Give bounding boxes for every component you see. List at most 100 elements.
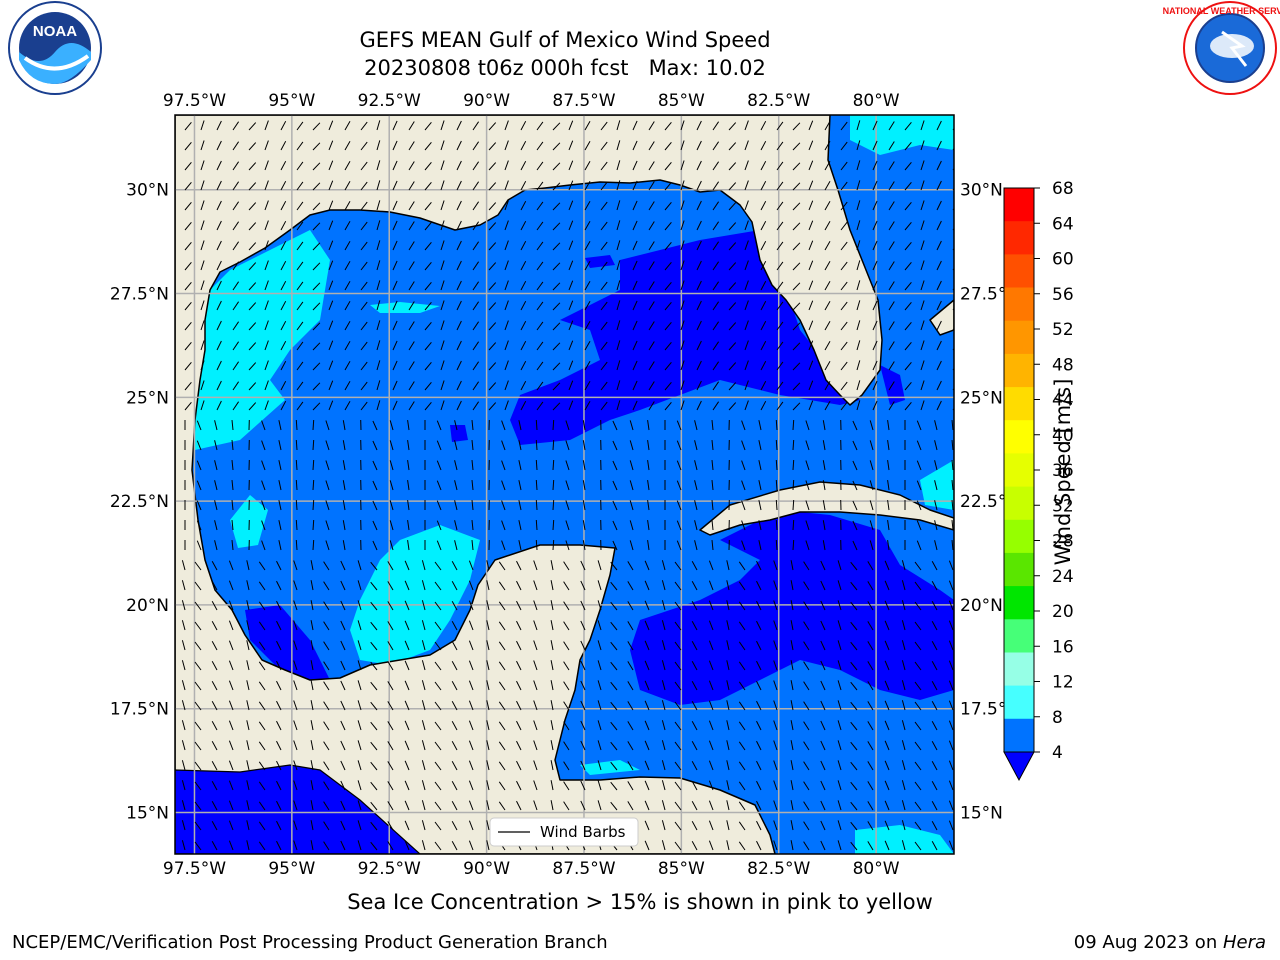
wind-barb-248: [232, 221, 240, 231]
wind-barb-1772: [310, 840, 314, 851]
wind-barb-1690: [563, 801, 570, 811]
wind-barb-792: [312, 439, 315, 451]
wind-barb-167: [504, 180, 509, 191]
nws-logo: NATIONAL WEATHER SERVICE: [1163, 1, 1280, 95]
lat-label-left-0: 30°N: [126, 181, 169, 201]
wind-barb-116: [472, 161, 480, 171]
wind-barb-1008: [629, 520, 634, 531]
wind-barb-681: [888, 381, 895, 391]
wind-barb-446: [264, 300, 269, 311]
wind-barb-294: [184, 241, 192, 251]
wind-barb-466: [584, 301, 591, 311]
wind-barb-160: [392, 180, 398, 191]
wind-barb-224: [632, 200, 638, 211]
wind-barb-1117: [803, 561, 810, 571]
wind-barb-846: [389, 460, 394, 471]
wind-barb-310: [440, 240, 445, 251]
wind-barb-921: [805, 480, 810, 491]
wind-barb-1415: [867, 681, 874, 691]
wind-barb-487: [920, 300, 925, 311]
wind-barb-932: [196, 500, 202, 511]
wind-barb-526: [760, 320, 767, 331]
wind-barb-1002: [535, 519, 538, 531]
wind-barb-1352: [644, 660, 650, 671]
wind-barb-895: [389, 480, 394, 491]
wind-barb-1613: [901, 760, 906, 771]
wind-barb-720: [728, 402, 737, 411]
wind-barb-1486: [434, 721, 442, 731]
wind-barb-1604: [756, 760, 762, 771]
wind-barb-605: [456, 360, 462, 371]
lat-label-left-6: 15°N: [126, 803, 169, 823]
wind-barb-1673: [293, 800, 298, 811]
wind-barb-688: [216, 400, 222, 411]
wind-barb-854: [518, 460, 522, 471]
ocean-south: [175, 764, 421, 854]
wind-barb-503: [392, 320, 398, 331]
wind-barb-853: [501, 460, 506, 471]
wind-barb-283: [792, 222, 801, 231]
wind-barb-566: [616, 340, 621, 351]
wind-barb-1502: [691, 721, 698, 731]
wind-barb-415: [552, 282, 561, 291]
wind-barb-787: [231, 440, 234, 451]
wind-barb-304: [344, 241, 351, 251]
wind-barb-1088: [340, 560, 346, 571]
wind-barb-896: [407, 480, 410, 491]
wind-barb-443: [216, 300, 222, 311]
wind-barb-1317: [867, 641, 874, 651]
wind-barb-873: [822, 460, 826, 471]
wind-barb-1647: [661, 780, 666, 791]
wind-barb-704: [472, 401, 480, 411]
wind-barb-468: [616, 300, 621, 311]
wind-barb-968: [775, 499, 778, 511]
wind-barb-1780: [434, 841, 442, 851]
wind-barb-315: [520, 240, 527, 251]
wind-barb-480: [808, 300, 814, 311]
lon-label-top-1: 95°W: [268, 91, 315, 111]
colorbar-segment-3: [1004, 287, 1034, 322]
wind-barb-490: [184, 321, 192, 331]
wind-barb-634: [920, 360, 925, 371]
wind-barb-107: [328, 160, 334, 171]
wind-barb-1542: [550, 740, 554, 751]
wind-barb-1798: [726, 840, 730, 851]
wind-barb-1213: [773, 600, 778, 611]
wind-barb-1461: [820, 700, 826, 711]
wind-barb-323: [648, 241, 655, 251]
wind-barb-647: [344, 381, 351, 391]
wind-barb-820: [758, 440, 762, 451]
wind-barb-1412: [820, 680, 826, 691]
wind-barb-697: [360, 401, 368, 411]
wind-barb-108: [344, 161, 351, 171]
wind-barb-378: [744, 260, 749, 271]
wind-barb-508: [472, 321, 480, 331]
wind-barb-106: [312, 162, 321, 171]
wind-barb-86: [776, 141, 784, 151]
wind-barb-74: [584, 141, 591, 151]
wind-barb-1725: [340, 820, 346, 831]
wind-barb-1436: [421, 700, 426, 711]
wind-barb-180: [712, 181, 720, 191]
wind-barb-838: [261, 460, 266, 471]
lat-label-right-6: 15°N: [960, 803, 1003, 823]
wind-barb-1174: [931, 581, 938, 591]
wind-barb-1192: [434, 601, 442, 611]
wind-barb-1511: [837, 720, 842, 731]
wind-barb-752: [454, 420, 458, 431]
wind-barb-1716: [194, 821, 202, 831]
wind-barb-1493: [550, 720, 554, 731]
wind-barb-881: [951, 460, 954, 471]
wind-barb-266: [520, 220, 527, 231]
wind-barb-354: [360, 261, 368, 271]
wind-barb-1105: [610, 561, 618, 571]
wind-barb-1478: [310, 720, 314, 731]
wind-barb-997: [454, 520, 458, 531]
wind-barb-188: [840, 181, 848, 191]
wind-barb-1330: [293, 660, 298, 671]
wind-barb-520: [664, 321, 672, 331]
wind-barb-1281: [293, 640, 298, 651]
wind-barb-1489: [486, 720, 490, 731]
wind-barb-1409: [773, 680, 778, 691]
wind-barb-284: [808, 220, 814, 231]
